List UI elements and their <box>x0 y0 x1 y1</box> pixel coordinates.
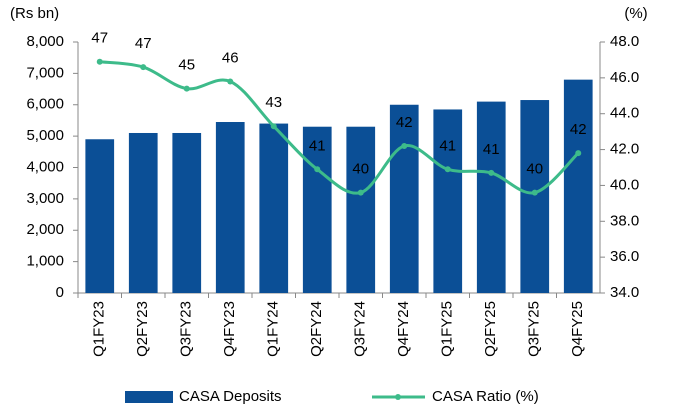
x-tick-label: Q2FY23 <box>134 301 151 357</box>
data-label: 40 <box>352 161 369 178</box>
line-marker <box>531 189 538 196</box>
x-tick-label: Q4FY24 <box>395 301 412 357</box>
y2-tick-label: 36.0 <box>610 248 639 265</box>
data-label: 46 <box>222 49 239 66</box>
x-tick-label: Q3FY23 <box>178 301 195 357</box>
bar <box>389 104 419 293</box>
y-tick-label: 6,000 <box>26 96 64 113</box>
line-marker <box>314 166 321 173</box>
data-label: 47 <box>91 30 108 47</box>
legend-label: CASA Ratio (%) <box>432 388 539 405</box>
line-marker <box>140 64 147 71</box>
y-tick-label: 4,000 <box>26 158 64 175</box>
bar <box>215 122 245 293</box>
data-label: 43 <box>265 94 282 111</box>
y2-tick-label: 46.0 <box>610 69 639 86</box>
line-marker <box>270 123 277 130</box>
line <box>99 60 580 195</box>
data-label: 41 <box>483 141 500 158</box>
y-tick-label: 8,000 <box>26 33 64 50</box>
bar <box>85 139 115 293</box>
y2-tick-label: 40.0 <box>610 176 639 193</box>
x-tick-label: Q1FY25 <box>439 301 456 357</box>
line-marker <box>401 142 408 149</box>
y-tick-label: 5,000 <box>26 127 64 144</box>
x-tick-label: Q3FY24 <box>352 301 369 357</box>
line-marker <box>488 169 495 176</box>
x-tick-label: Q4FY25 <box>569 301 586 357</box>
y-axis-label: (Rs bn) <box>10 5 59 22</box>
x-tick-label: Q2FY25 <box>482 301 499 357</box>
y2-tick-label: 48.0 <box>610 33 639 50</box>
legend-swatch <box>125 391 173 403</box>
line-marker <box>444 166 451 173</box>
y2-tick-label: 44.0 <box>610 105 639 122</box>
line-marker <box>183 85 190 92</box>
line-marker <box>357 189 364 196</box>
y2-axis-label: (%) <box>624 5 647 22</box>
x-tick-label: Q1FY23 <box>91 301 108 357</box>
line-marker <box>575 150 582 157</box>
data-label: 41 <box>439 137 456 154</box>
data-label: 40 <box>526 161 543 178</box>
data-label: 45 <box>178 57 195 74</box>
data-label: 42 <box>396 114 413 131</box>
y-tick-label: 0 <box>56 284 64 301</box>
legend-label: CASA Deposits <box>179 388 282 405</box>
y-tick-label: 2,000 <box>26 221 64 238</box>
line-marker <box>96 58 103 65</box>
x-tick-label: Q3FY25 <box>526 301 543 357</box>
y-tick-label: 7,000 <box>26 64 64 81</box>
y-tick-label: 3,000 <box>26 190 64 207</box>
bar <box>259 123 289 293</box>
x-tick-label: Q2FY24 <box>308 301 325 357</box>
y-tick-label: 1,000 <box>26 253 64 270</box>
legend-swatch <box>395 394 401 400</box>
y2-tick-label: 34.0 <box>610 284 639 301</box>
bar <box>476 101 506 293</box>
bar <box>433 109 463 293</box>
y2-tick-label: 38.0 <box>610 212 639 229</box>
y2-tick-label: 42.0 <box>610 141 639 158</box>
data-label: 42 <box>570 121 587 138</box>
bar <box>520 100 550 293</box>
data-label: 47 <box>135 35 152 52</box>
x-tick-label: Q4FY23 <box>221 301 238 357</box>
bar <box>302 126 332 294</box>
x-tick-label: Q1FY24 <box>265 301 282 357</box>
data-label: 41 <box>309 137 326 154</box>
line-marker <box>227 78 234 85</box>
bar <box>172 132 202 293</box>
bar <box>563 79 593 294</box>
bar <box>346 126 376 294</box>
bar <box>128 132 158 293</box>
